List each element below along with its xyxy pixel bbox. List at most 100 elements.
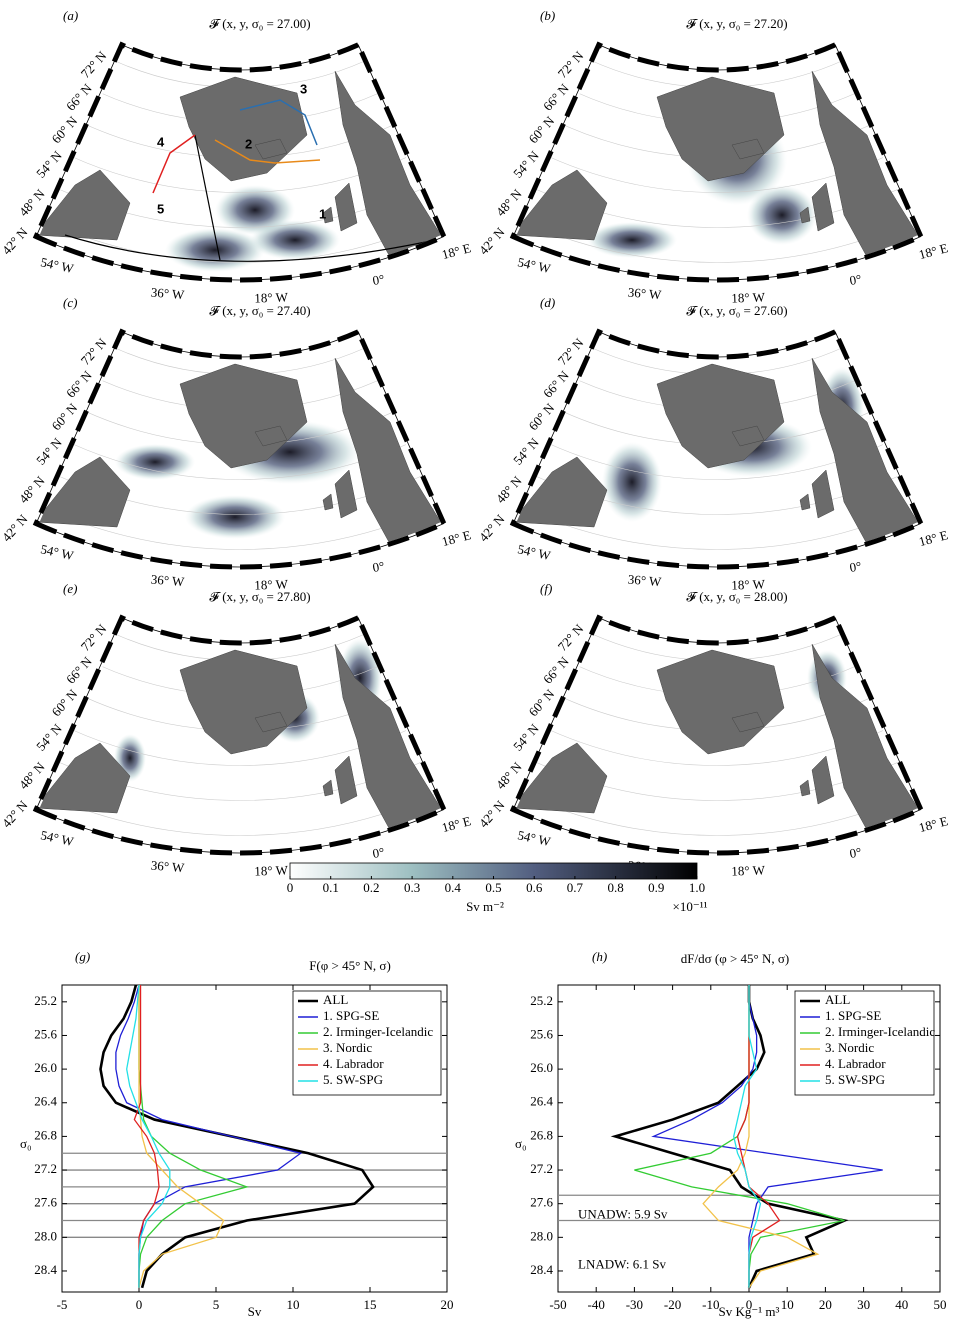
lat-label: 42° N [0,511,31,544]
series-line [651,985,883,1288]
chart-title: F(φ > 45° N, σ) [309,958,391,973]
lat-label: 66° N [63,653,95,686]
legend-label: 5. SW-SPG [825,1072,885,1087]
region-line [64,234,436,262]
lat-label: 66° N [63,80,95,113]
lon-label: 0° [848,844,862,861]
map-outline [35,617,445,854]
lat-label: 72° N [78,335,110,368]
legend-label: 3. Nordic [825,1040,874,1055]
map-outline [35,331,445,568]
x-tick-label: -10 [702,1297,719,1312]
y-axis-label: σ₀ [515,1136,527,1151]
panel-label: (e) [63,581,77,596]
panel-label: (f) [540,581,552,596]
legend-label: 2. Irminger-Icelandic [323,1024,433,1039]
land [36,742,131,814]
land [731,711,765,733]
annotation: LNADW: 6.1 Sv [578,1256,666,1271]
density-blob [215,185,295,235]
lat-label: 54° N [33,147,65,180]
lat-label: 42° N [476,797,508,830]
map-panel: 72° N66° N60° N54° N 48° N 42° N 54° W 36° W… [476,328,950,593]
panel-label: (b) [540,8,555,23]
lat-label: 60° N [48,113,80,146]
lon-label: 18° E [917,240,949,262]
lat-label: 48° N [493,473,525,506]
land [254,138,288,160]
chart-title: dF/dσ (φ > 45° N, σ) [681,951,789,966]
lon-label: 36° W [150,572,185,590]
colorbar-tick-label: 1.0 [689,880,705,895]
x-tick-label: -50 [549,1297,566,1312]
lon-label: 18° W [254,289,289,305]
annotation: UNADW: 5.9 Sv [578,1206,668,1221]
lon-label: 54° W [516,541,553,563]
lon-label: 18° W [254,576,289,592]
region-label: 3 [300,81,307,96]
y-tick-label: 25.6 [34,1026,57,1041]
lat-label: 48° N [16,186,48,219]
density-blob [115,444,195,480]
land [811,469,835,519]
lat-label: 66° N [63,367,95,400]
lat-label: 72° N [78,48,110,81]
x-tick-label: 0 [136,1297,143,1312]
series-line [138,985,225,1288]
colorbar-tick-label: 0.1 [323,880,339,895]
lon-label: 18° E [440,527,472,549]
region-line [214,139,321,164]
land [513,169,608,241]
lon-label: 54° W [516,254,553,276]
lon-label: 18° W [254,862,289,878]
map-content [36,347,444,550]
lat-label: 60° N [525,113,557,146]
land [513,742,608,814]
map-outline [512,331,922,568]
lat-label: 60° N [48,686,80,719]
lat-label: 54° N [33,720,65,753]
legend-label: ALL [323,992,348,1007]
map-panel: 1 2 3 4 5 72° N66° N60° N54° N 48° N 42° N 54° W… [0,41,473,306]
map-outline [35,44,445,281]
lon-label: 18° W [731,576,766,592]
lat-label: 42° N [476,224,508,257]
density-blob [602,442,662,522]
lon-label: 36° W [627,285,662,303]
lat-label: 48° N [493,186,525,219]
lon-label: 18° E [440,240,472,262]
colorbar-tick-label: 0.9 [648,880,664,895]
y-tick-label: 27.6 [530,1195,553,1210]
land [731,425,765,447]
x-tick-label: 50 [934,1297,947,1312]
lon-label: 18° E [440,813,472,835]
lat-label: 72° N [78,621,110,654]
lat-label: 72° N [555,335,587,368]
y-tick-label: 25.6 [530,1026,553,1041]
y-tick-label: 26.0 [530,1060,553,1075]
x-tick-label: -20 [664,1297,681,1312]
series-line [133,985,160,1288]
legend [292,990,442,1096]
legend-label: 1. SPG-SE [323,1008,379,1023]
colorbar-tick-label: 0.2 [363,880,379,895]
y-tick-label: 28.0 [34,1228,57,1243]
map-outline [512,617,922,854]
lat-label: 48° N [16,473,48,506]
region-label: 2 [245,136,252,151]
map-outline [512,44,922,281]
y-tick-label: 25.2 [530,993,553,1008]
land [334,469,358,519]
panel-title: 𝓕 (x, y, σ₀ = 27.00) [209,16,310,31]
series-line [126,984,171,1288]
land [799,206,811,224]
region-line [152,134,196,194]
land [731,138,765,160]
colorbar-tick-label: 0 [287,880,294,895]
colorbar-tick-label: 0.3 [404,880,420,895]
lat-label: 60° N [48,400,80,433]
x-tick-label: -30 [626,1297,643,1312]
lat-label: 54° N [510,720,542,753]
map-content [36,60,444,272]
